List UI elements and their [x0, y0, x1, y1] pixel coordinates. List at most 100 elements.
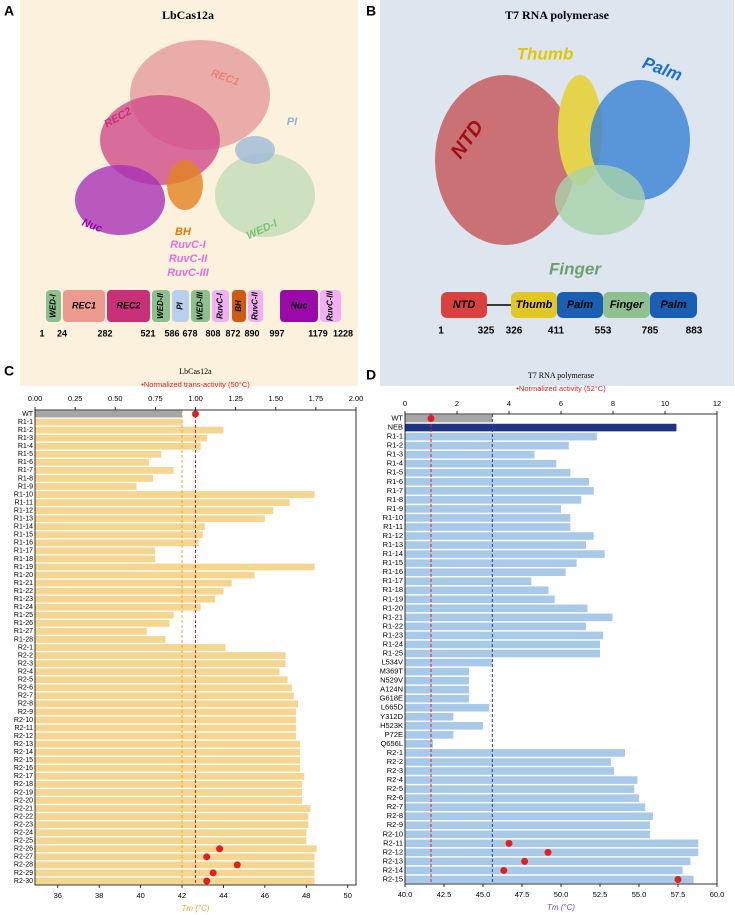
- bar: [35, 426, 224, 434]
- bar: [35, 732, 296, 740]
- bar: [35, 644, 226, 651]
- category-label: R2-12: [14, 733, 33, 740]
- bar: [405, 541, 586, 549]
- bar: [405, 866, 683, 875]
- category-label: G618E: [380, 694, 403, 703]
- bar: [35, 523, 205, 531]
- bar: [405, 875, 694, 884]
- domain-box: [650, 292, 697, 318]
- category-label: R2-19: [14, 789, 33, 796]
- x-tick-label: 50.0: [554, 890, 569, 899]
- category-label: R1-11: [14, 499, 33, 506]
- bar: [35, 740, 301, 748]
- x2-axis-label: •Normalized trans-activity (50°C): [141, 380, 250, 389]
- category-label: R1-22: [383, 621, 403, 630]
- bar: [405, 441, 569, 450]
- x-tick-label: 57.5: [671, 890, 686, 899]
- bar: [35, 563, 315, 571]
- bar: [35, 668, 280, 676]
- bar: [35, 869, 315, 877]
- bh-blob: [167, 160, 203, 210]
- x2-tick-label: 1.75: [309, 394, 324, 403]
- category-label: R1-7: [18, 467, 33, 474]
- category-label: R2-11: [14, 725, 33, 732]
- category-label: R2-23: [14, 821, 33, 828]
- category-label: R1-19: [383, 594, 403, 603]
- category-label: R1-24: [383, 639, 403, 648]
- bar: [405, 550, 605, 558]
- bar: [405, 640, 600, 649]
- bar: [405, 767, 615, 775]
- domain-label: WED-III: [196, 291, 205, 320]
- bar: [35, 515, 265, 523]
- x2-tick-label: 0.50: [108, 394, 123, 403]
- x-axis-label: Tm (°C): [547, 903, 575, 912]
- domain-box: [557, 292, 603, 318]
- x2-tick-label: 6: [559, 399, 563, 408]
- category-label: R2-18: [14, 781, 33, 788]
- bar: [35, 813, 309, 820]
- category-label: R1-14: [14, 524, 33, 531]
- bar: [35, 499, 290, 506]
- domain-box: [320, 290, 341, 322]
- category-label: Y312D: [380, 712, 404, 721]
- x-tick-label: 52.5: [593, 890, 608, 899]
- domain-label: Nuc: [290, 300, 307, 310]
- category-label: R1-17: [383, 576, 403, 585]
- x-tick-label: 47.5: [515, 890, 530, 899]
- domain-box: [107, 290, 150, 322]
- domain-label: Palm: [567, 299, 594, 311]
- structure-label: RuvC-I: [170, 239, 206, 251]
- boundary-number: 678: [182, 328, 197, 338]
- chart-title: T7 RNA polymerase: [528, 371, 595, 380]
- category-label: R2-4: [18, 668, 33, 675]
- activity-dot: [674, 875, 682, 883]
- bar: [405, 496, 582, 504]
- category-label: WT: [391, 414, 403, 423]
- x-tick-label: 44: [219, 891, 227, 900]
- category-label: R1-10: [383, 513, 403, 522]
- bar: [405, 631, 604, 640]
- bar: [35, 410, 183, 418]
- category-label: R2-5: [18, 677, 33, 684]
- x-tick-label: 60.0: [710, 890, 725, 899]
- boundary-number: 1179: [308, 328, 328, 338]
- bar: [405, 468, 571, 477]
- category-label: R1-9: [387, 504, 403, 513]
- category-label: R2-21: [14, 805, 33, 812]
- category-label: R1-1: [387, 432, 403, 441]
- category-label: R2-30: [14, 878, 33, 885]
- category-label: R2-9: [18, 709, 33, 716]
- bar: [405, 758, 611, 766]
- category-label: R1-5: [18, 451, 33, 458]
- activity-dot: [209, 869, 217, 877]
- bar: [35, 491, 315, 498]
- category-label: NEB: [388, 423, 403, 432]
- category-label: R1-3: [18, 435, 33, 442]
- bar: [35, 450, 162, 458]
- bar: [405, 613, 613, 622]
- category-label: R1-6: [18, 459, 33, 466]
- bar: [405, 568, 566, 576]
- bar: [405, 812, 654, 821]
- nuc-blob: [75, 165, 165, 235]
- bar: [35, 458, 149, 466]
- bar: [405, 731, 454, 739]
- category-label: R2-28: [14, 862, 33, 869]
- bar: [35, 660, 286, 667]
- category-label: R1-12: [14, 507, 33, 514]
- wed-blob: [215, 153, 315, 237]
- bar: [405, 857, 691, 866]
- x2-tick-label: 10: [661, 399, 669, 408]
- category-label: R1-16: [14, 540, 33, 547]
- bar: [405, 577, 532, 586]
- bar: [405, 703, 490, 712]
- category-label: R2-17: [14, 773, 33, 780]
- bar: [405, 740, 434, 748]
- category-label: R1-25: [383, 649, 403, 658]
- category-label: WT: [22, 411, 34, 418]
- activity-dot: [427, 415, 435, 423]
- structure-label: Thumb: [517, 44, 574, 63]
- plot-frame: [34, 409, 357, 886]
